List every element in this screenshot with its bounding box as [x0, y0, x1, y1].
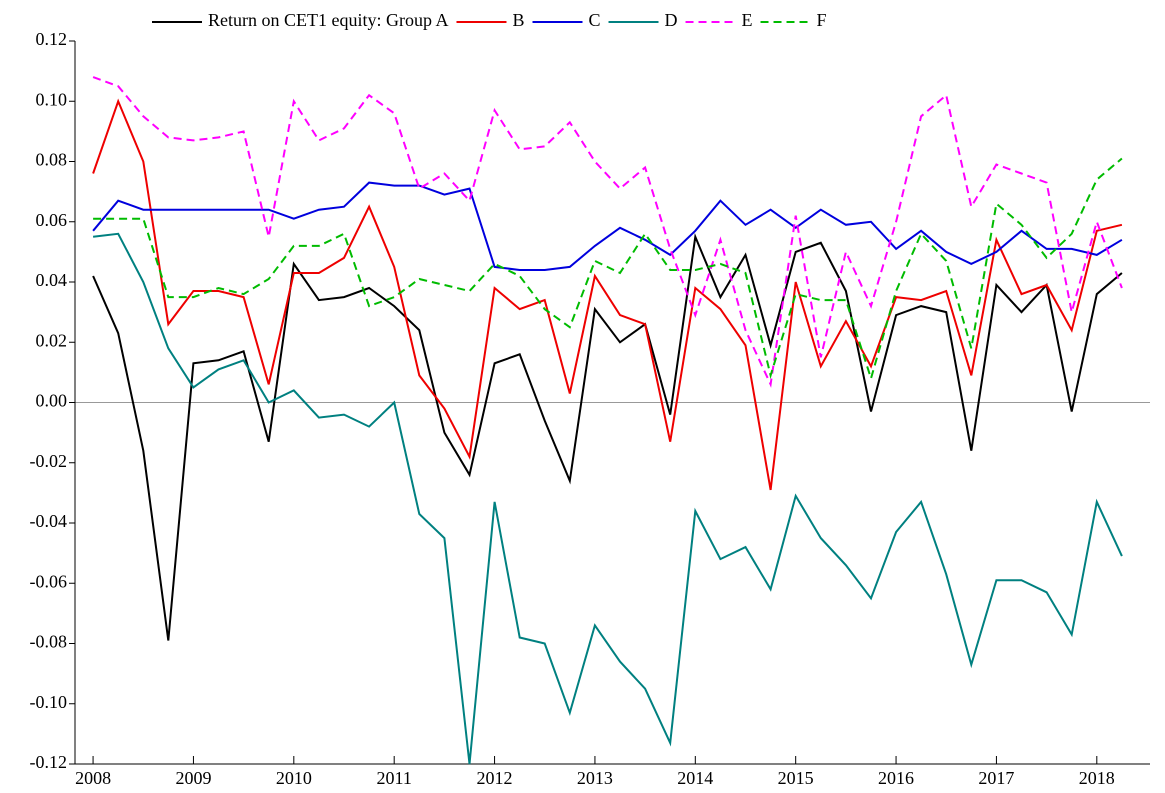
legend-label: Return on CET1 equity: Group A — [208, 10, 448, 30]
x-tick-label: 2008 — [75, 768, 111, 788]
series-line — [92, 98, 1123, 491]
y-tick-label: 0.06 — [36, 210, 68, 230]
x-tick-label: 2011 — [377, 768, 412, 788]
series-line — [92, 232, 1123, 765]
y-tick-label: -0.10 — [30, 692, 68, 712]
y-tick-label: 0.08 — [36, 150, 68, 170]
y-tick-label: 0.12 — [36, 29, 68, 49]
y-tick-label: 0.02 — [36, 330, 68, 350]
y-tick-label: 0.00 — [36, 391, 68, 411]
series-line — [92, 76, 1123, 388]
y-tick-label: -0.06 — [30, 571, 68, 591]
legend-label: B — [512, 10, 524, 30]
x-tick-label: 2015 — [778, 768, 814, 788]
series-line — [92, 233, 1123, 641]
y-tick-label: -0.02 — [30, 451, 68, 471]
x-tick-label: 2010 — [276, 768, 312, 788]
y-tick-label: 0.10 — [36, 89, 68, 109]
x-tick-label: 2009 — [175, 768, 211, 788]
x-tick-label: 2018 — [1079, 768, 1115, 788]
y-tick-label: -0.12 — [30, 752, 68, 772]
legend-label: F — [817, 10, 827, 30]
x-tick-label: 2013 — [577, 768, 613, 788]
series-line — [93, 157, 1123, 382]
x-tick-label: 2012 — [477, 768, 513, 788]
x-tick-label: 2016 — [878, 768, 914, 788]
legend-label: E — [742, 10, 753, 30]
legend-label: C — [589, 10, 601, 30]
x-tick-label: 2017 — [978, 768, 1014, 788]
legend-label: D — [665, 10, 678, 30]
series-line — [92, 181, 1123, 271]
y-tick-label: -0.04 — [30, 511, 68, 531]
y-tick-label: -0.08 — [30, 632, 68, 652]
y-tick-label: 0.04 — [36, 270, 68, 290]
x-tick-label: 2014 — [677, 768, 713, 788]
